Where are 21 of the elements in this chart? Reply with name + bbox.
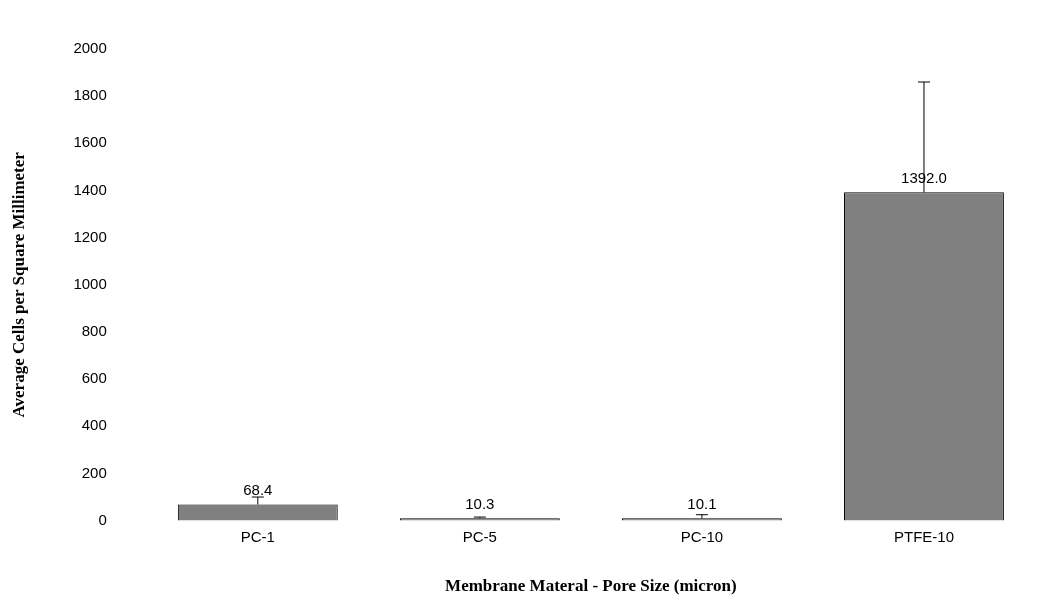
x-axis-title: Membrane Materal - Pore Size (micron)	[445, 576, 737, 596]
y-tick-label: 200	[81, 463, 107, 481]
data-label: 68.4	[243, 481, 273, 499]
x-tick-label: PTFE-10	[893, 527, 954, 545]
x-tick-label: PC-5	[462, 527, 497, 545]
data-label: 10.3	[465, 494, 495, 512]
y-tick-label: 600	[81, 369, 107, 387]
y-tick-label: 1400	[73, 180, 107, 198]
y-tick-label: 400	[81, 416, 107, 434]
y-tick-label: 1800	[73, 86, 107, 104]
y-axis-title: Average Cells per Square Millimeter	[8, 151, 28, 418]
y-tick-label: 2000	[73, 39, 107, 57]
y-tick-label: 0	[98, 510, 107, 528]
y-tick-label: 1200	[73, 227, 107, 245]
y-tick-label: 1600	[73, 133, 107, 151]
y-tick-label: 800	[81, 322, 107, 340]
data-label: 1392.0	[901, 169, 947, 187]
data-label: 10.1	[687, 494, 717, 512]
x-tick-label: PC-1	[240, 527, 275, 545]
y-tick-label: 1000	[73, 274, 107, 292]
x-tick-label: PC-10	[680, 527, 724, 545]
